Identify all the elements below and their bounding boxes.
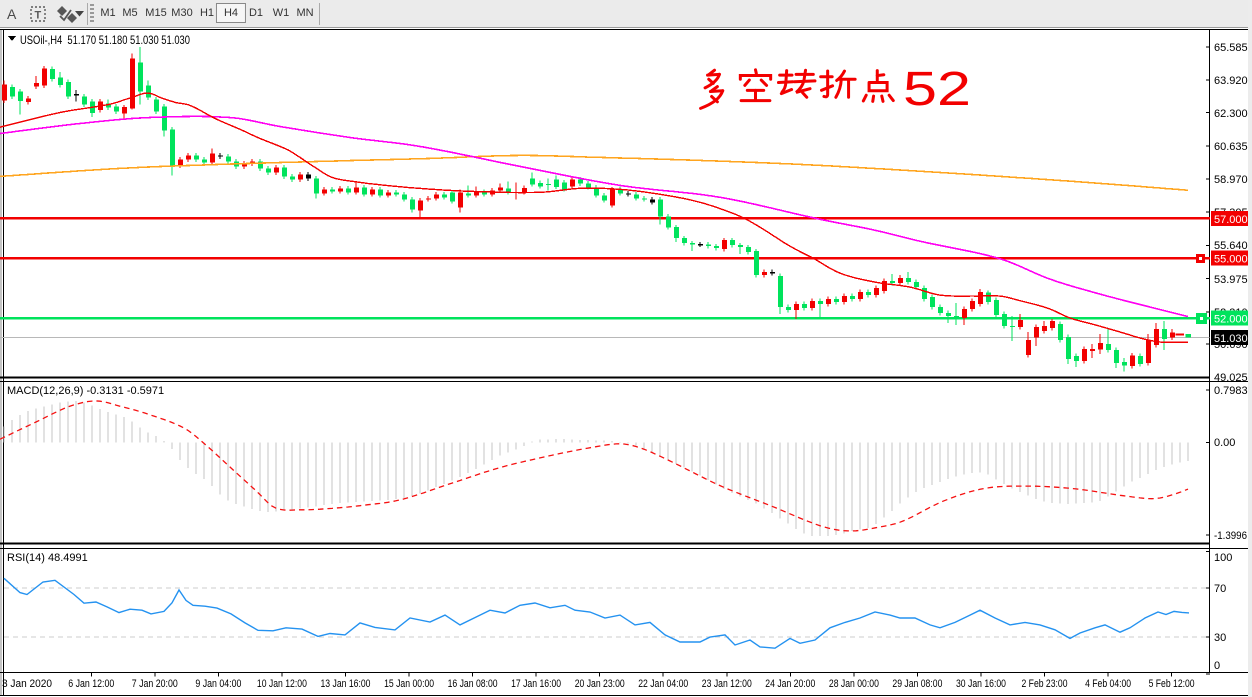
svg-text:0.7983: 0.7983 [1214,385,1248,397]
svg-text:17 Jan 16:00: 17 Jan 16:00 [511,678,561,690]
svg-text:3 Jan 2020: 3 Jan 2020 [2,678,52,690]
svg-text:58.970: 58.970 [1214,174,1248,186]
svg-text:4 Feb 04:00: 4 Feb 04:00 [1085,678,1131,690]
svg-text:57.000: 57.000 [1214,214,1248,226]
svg-text:13 Jan 16:00: 13 Jan 16:00 [321,678,371,690]
svg-text:2 Feb 23:00: 2 Feb 23:00 [1022,678,1068,690]
svg-text:T: T [35,10,42,22]
svg-text:16 Jan 08:00: 16 Jan 08:00 [448,678,498,690]
svg-text:22 Jan 04:00: 22 Jan 04:00 [638,678,688,690]
svg-text:23 Jan 12:00: 23 Jan 12:00 [702,678,752,690]
svg-text:7 Jan 20:00: 7 Jan 20:00 [132,678,178,690]
svg-text:62.300: 62.300 [1214,108,1248,120]
svg-text:-1.3996: -1.3996 [1214,530,1247,542]
svg-text:30: 30 [1214,632,1226,644]
svg-text:9 Jan 04:00: 9 Jan 04:00 [195,678,241,690]
svg-text:USOil-,H4 51.170 51.180 51.03: USOil-,H4 51.170 51.180 51.030 51.030 [20,33,190,47]
svg-text:55.000: 55.000 [1214,254,1248,266]
svg-text:6 Jan 12:00: 6 Jan 12:00 [68,678,114,690]
svg-text:55.640: 55.640 [1214,240,1248,252]
svg-text:70: 70 [1214,583,1226,595]
svg-text:60.635: 60.635 [1214,141,1248,153]
svg-text:15 Jan 00:00: 15 Jan 00:00 [384,678,434,690]
svg-text:52.000: 52.000 [1214,314,1248,326]
svg-text:63.920: 63.920 [1214,75,1248,87]
svg-text:49.025: 49.025 [1214,372,1248,384]
svg-text:MACD(12,26,9) -0.3131 -0.5971: MACD(12,26,9) -0.3131 -0.5971 [7,385,164,397]
svg-text:29 Jan 08:00: 29 Jan 08:00 [892,678,942,690]
svg-text:65.585: 65.585 [1214,42,1248,54]
svg-text:0: 0 [1214,660,1220,672]
svg-text:51.030: 51.030 [1214,333,1248,345]
svg-text:0.00: 0.00 [1214,437,1235,449]
svg-text:53.975: 53.975 [1214,274,1248,286]
svg-text:5 Feb 12:00: 5 Feb 12:00 [1149,678,1195,690]
svg-text:20 Jan 23:00: 20 Jan 23:00 [575,678,625,690]
svg-text:RSI(14) 48.4991: RSI(14) 48.4991 [7,552,88,564]
svg-text:24 Jan 20:00: 24 Jan 20:00 [765,678,815,690]
svg-text:10 Jan 12:00: 10 Jan 12:00 [257,678,307,690]
svg-text:52: 52 [903,63,971,116]
svg-text:30 Jan 16:00: 30 Jan 16:00 [956,678,1006,690]
svg-text:100: 100 [1214,552,1232,564]
svg-text:28 Jan 00:00: 28 Jan 00:00 [829,678,879,690]
